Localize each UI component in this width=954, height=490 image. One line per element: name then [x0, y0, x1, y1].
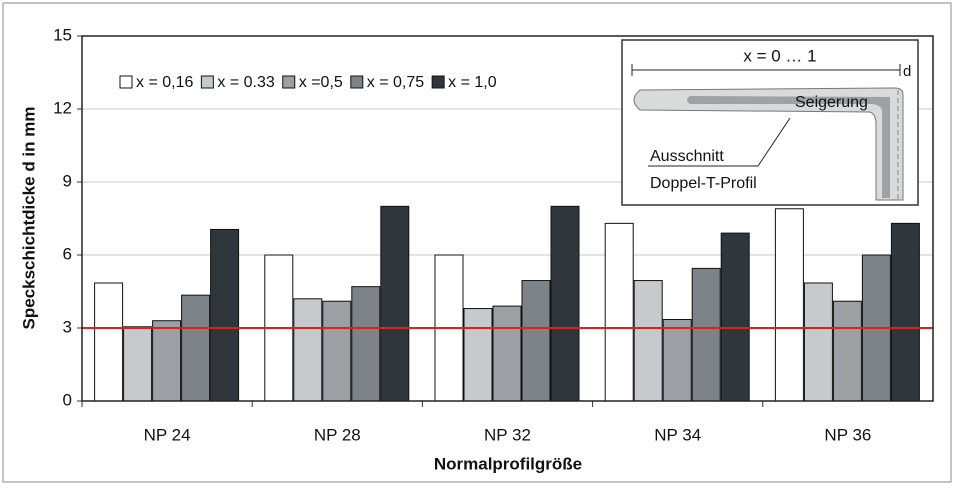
bar	[123, 326, 153, 402]
bar	[633, 280, 663, 402]
y-axis-label: Speckschichtdicke d in mm	[19, 107, 38, 330]
bar	[521, 280, 551, 402]
bar	[774, 208, 804, 402]
pointer	[757, 117, 791, 167]
bar	[463, 308, 493, 402]
x-axis-label: Normalprofilgröße	[434, 454, 582, 473]
x-tick-label: NP 28	[314, 425, 361, 444]
bar	[662, 318, 692, 402]
legend-swatch	[282, 75, 296, 89]
inset-d: d	[903, 63, 911, 80]
inset-profil: Doppel-T-Profil	[650, 175, 757, 192]
legend-label: x =0,5	[299, 74, 343, 91]
legend-label: x = 0.33	[217, 74, 274, 91]
bar	[691, 267, 721, 402]
bar	[890, 222, 920, 402]
inset-range: x = 0 … 1	[743, 46, 816, 65]
bar	[181, 294, 211, 402]
legend-label: x = 0,75	[367, 74, 424, 91]
bar	[492, 305, 522, 402]
inset-ausschnitt: Ausschnitt	[650, 148, 724, 165]
x-tick-label: NP 34	[654, 425, 701, 444]
x-tick-label: NP 32	[484, 425, 531, 444]
y-tick-label: 15	[53, 25, 72, 44]
bar	[322, 300, 352, 402]
bar	[604, 222, 634, 402]
legend-label: x = 0,16	[136, 74, 193, 91]
y-tick-label: 6	[63, 244, 72, 263]
plot-border	[81, 35, 934, 402]
bar	[152, 320, 182, 402]
y-tick-label: 12	[53, 98, 72, 117]
legend-label: x = 1,0	[448, 74, 497, 91]
x-tick-label: NP 24	[144, 425, 191, 444]
legend-swatch	[431, 75, 445, 89]
bar	[210, 228, 240, 402]
bar	[803, 282, 833, 402]
inset: x = 0 … 1 d Seigerung Ausschnitt Doppel-…	[621, 39, 919, 206]
bar	[720, 232, 750, 402]
inset-seigerung: Seigerung	[795, 94, 868, 111]
bar	[351, 286, 381, 402]
bar	[293, 298, 323, 402]
bar	[380, 205, 410, 402]
y-tick-label: 9	[63, 171, 72, 190]
bar	[550, 205, 580, 402]
y-tick-label: 0	[63, 390, 72, 409]
x-tick-label: NP 36	[824, 425, 871, 444]
legend-swatch	[350, 75, 364, 89]
bar	[94, 282, 124, 402]
legend-swatch	[200, 75, 214, 89]
y-tick-label: 3	[63, 317, 72, 336]
legend-swatch	[119, 75, 133, 89]
inset-box	[621, 39, 919, 206]
bar	[832, 300, 862, 402]
